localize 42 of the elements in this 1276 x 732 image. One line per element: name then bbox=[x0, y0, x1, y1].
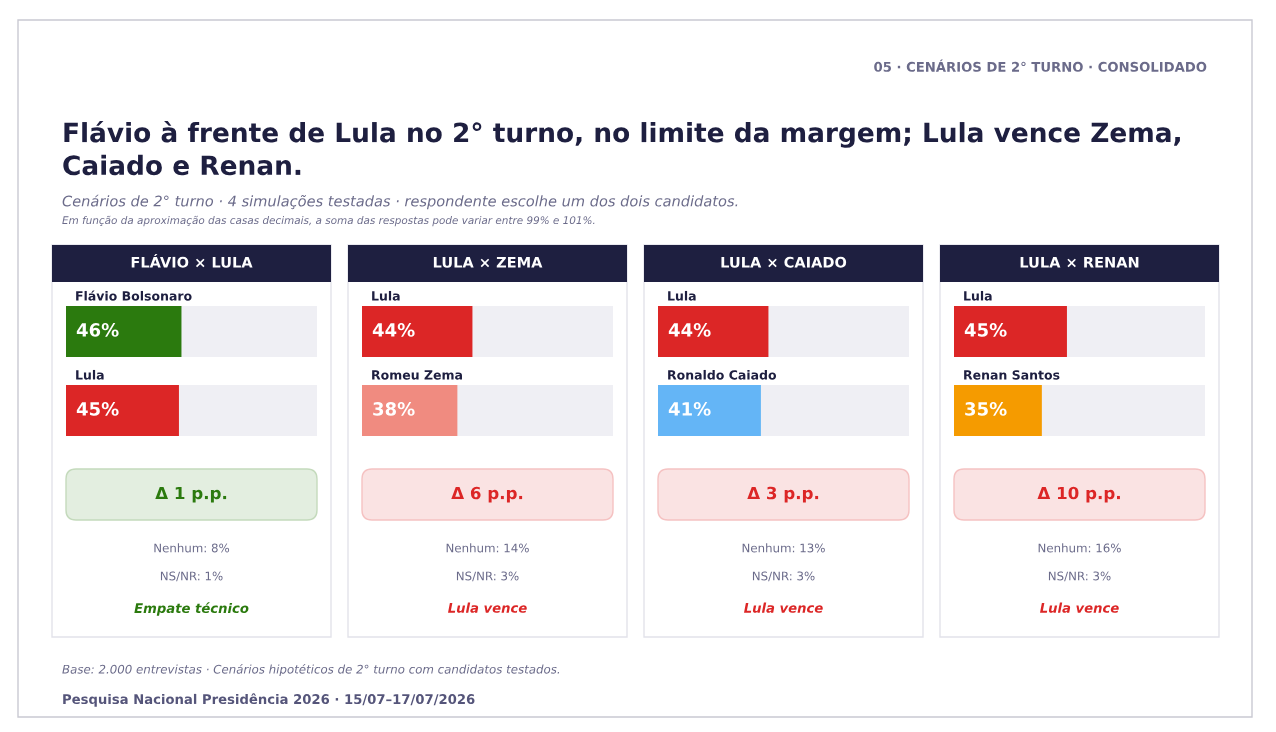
data-label: 45% bbox=[76, 402, 119, 416]
text: Base: 2.000 entrevistas · Cenários hipotéticos de 2° turno com candidatos testados. bbox=[62, 664, 560, 676]
text: Δ 1 p.p. bbox=[155, 486, 227, 503]
text: Nenhum: 8% bbox=[154, 543, 230, 553]
text: NS/NR: 3% bbox=[456, 571, 519, 582]
text: Δ 10 p.p. bbox=[1037, 486, 1120, 503]
data-label: 35% bbox=[965, 402, 1007, 416]
data-label: 38% bbox=[373, 402, 415, 416]
text: Nenhum: 14% bbox=[446, 543, 529, 553]
text: Cenários de 2° turno · 4 simulações testadas · respondente escolhe um dos dois candidatos. bbox=[62, 194, 738, 210]
data-label: 46% bbox=[76, 323, 119, 337]
text: Empate técnico bbox=[134, 602, 249, 616]
text: NS/NR: 1% bbox=[160, 571, 223, 582]
text: NS/NR: 3% bbox=[1048, 571, 1111, 582]
chart-title: LULA × ZEMA bbox=[433, 256, 543, 268]
data-label: 45% bbox=[964, 323, 1007, 337]
chart-title: LULA × RENAN bbox=[1020, 256, 1139, 268]
data-label: 44% bbox=[668, 323, 711, 337]
text: Nenhum: 13% bbox=[742, 543, 825, 553]
y-tick-label: Lula bbox=[76, 369, 104, 380]
y-tick-label: Ronaldo Caiado bbox=[668, 369, 777, 380]
y-tick-label: Romeu Zema bbox=[372, 370, 462, 380]
y-tick-label: Lula bbox=[668, 290, 696, 301]
text: 05 · CENÁRIOS DE 2° TURNO · CONSOLIDADO bbox=[874, 59, 1207, 72]
text: Lula vence bbox=[744, 602, 823, 613]
text: Lula vence bbox=[448, 602, 527, 613]
text: Δ 3 p.p. bbox=[747, 486, 819, 503]
y-tick-label: Flávio Bolsonaro bbox=[76, 290, 192, 301]
text: Nenhum: 16% bbox=[1038, 543, 1121, 553]
text: Pesquisa Nacional Presidência 2026 · 15/07–17/07/2026 bbox=[63, 693, 475, 707]
data-label: 44% bbox=[372, 323, 415, 337]
text: Lula vence bbox=[1040, 602, 1119, 613]
chart-title: LULA × CAIADO bbox=[721, 256, 847, 268]
chart-title: FLÁVIO × LULA bbox=[131, 254, 253, 268]
text: Flávio à frente de Lula no 2° turno, no limite da margem; Lula vence Zema, Caiado e Renan. bbox=[63, 121, 1180, 176]
text: Em função da aproximação das casas decimais, a soma das respostas pode variar entre 99% e 101%. bbox=[62, 215, 595, 227]
y-tick-label: Lula bbox=[964, 290, 992, 301]
y-tick-label: Lula bbox=[372, 290, 400, 301]
text: Δ 6 p.p. bbox=[451, 486, 523, 503]
data-label: 41% bbox=[668, 402, 711, 416]
text: NS/NR: 3% bbox=[752, 571, 815, 582]
y-tick-label: Renan Santos bbox=[964, 370, 1060, 380]
